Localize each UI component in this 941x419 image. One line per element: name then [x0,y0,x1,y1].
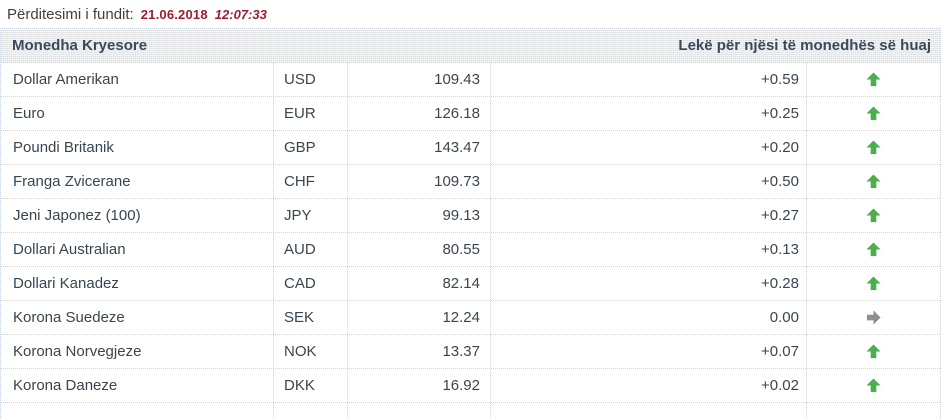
currency-code: USD [273,63,347,96]
currency-change: +0.20 [490,131,806,164]
last-update-date: 21.06.2018 [140,6,208,22]
currency-change: +0.27 [490,199,806,232]
trend-up-icon [866,242,881,257]
trend-cell [806,233,940,266]
currency-row: Dollari Kanadez CAD 82.14 +0.28 [1,267,940,301]
header-main-currencies: Monedha Kryesore [12,37,148,54]
currency-row: Dollari Australian AUD 80.55 +0.13 [1,233,940,267]
currency-row: Euro EUR 126.18 +0.25 [1,97,940,131]
currency-code: GBP [273,131,347,164]
last-update-time: 12:07:33 [214,6,267,22]
currency-code: AUD [273,233,347,266]
currency-name [1,403,273,419]
trend-cell [806,301,940,334]
trend-cell [806,403,940,419]
trend-up-icon [866,276,881,291]
trend-up-icon [866,72,881,87]
currency-rate: 99.13 [347,199,490,232]
currency-change: +0.25 [490,97,806,130]
currency-rate: 80.55 [347,233,490,266]
currency-change: 0.00 [490,301,806,334]
currency-row: Korona Norvegjeze NOK 13.37 +0.07 [1,335,940,369]
currency-name: Euro [13,105,45,122]
rates-table-header: Monedha Kryesore Lekë për njësi të moned… [1,29,940,63]
currency-change: +0.07 [490,335,806,368]
currency-rate: 109.43 [347,63,490,96]
currency-name: Korona Daneze [13,377,118,394]
trend-cell [806,335,940,368]
trend-cell [806,63,940,96]
rates-table-body: Dollar Amerikan USD 109.43 +0.59 Euro EU… [1,63,940,419]
currency-row: Korona Suedeze SEK 12.24 0.00 [1,301,940,335]
currency-name: Jeni Japonez (100) [13,207,141,224]
currency-code: CAD [273,267,347,300]
currency-name: Korona Suedeze [13,309,125,326]
currency-rate: 82.14 [347,267,490,300]
currency-code: DKK [273,369,347,402]
currency-rate [347,403,490,419]
currency-rate: 109.73 [347,165,490,198]
currency-code: JPY [273,199,347,232]
trend-up-icon [866,208,881,223]
trend-flat-icon [866,310,881,325]
trend-up-icon [866,140,881,155]
currency-code: CHF [273,165,347,198]
currency-code [273,403,347,419]
last-update-label: Përditesimi i fundit: [7,5,134,23]
trend-cell [806,199,940,232]
currency-rate: 12.24 [347,301,490,334]
currency-change: +0.28 [490,267,806,300]
currency-row: Jeni Japonez (100) JPY 99.13 +0.27 [1,199,940,233]
trend-cell [806,165,940,198]
currency-name: Korona Norvegjeze [13,343,142,360]
trend-cell [806,369,940,402]
trend-up-icon [866,106,881,121]
currency-change: +0.59 [490,63,806,96]
currency-rate: 126.18 [347,97,490,130]
currency-row-clipped [1,403,940,419]
currency-row: Korona Daneze DKK 16.92 +0.02 [1,369,940,403]
currency-name: Dollari Kanadez [13,275,119,292]
trend-up-icon [866,174,881,189]
currency-name: Poundi Britanik [13,139,114,156]
trend-cell [806,131,940,164]
currency-row: Dollar Amerikan USD 109.43 +0.59 [1,63,940,97]
trend-up-icon [866,378,881,393]
trend-cell [806,267,940,300]
currency-rate: 143.47 [347,131,490,164]
currency-change [490,403,806,419]
currency-name: Franga Zvicerane [13,173,131,190]
currency-row: Franga Zvicerane CHF 109.73 +0.50 [1,165,940,199]
trend-up-icon [866,344,881,359]
currency-change: +0.13 [490,233,806,266]
currency-code: EUR [273,97,347,130]
currency-change: +0.02 [490,369,806,402]
currency-name: Dollar Amerikan [13,71,119,88]
currency-name: Dollari Australian [13,241,126,258]
last-update-line: Përditesimi i fundit: 21.06.2018 12:07:3… [0,0,941,28]
currency-rate: 16.92 [347,369,490,402]
currency-rate: 13.37 [347,335,490,368]
rates-table: Monedha Kryesore Lekë për njësi të moned… [0,28,941,419]
currency-row: Poundi Britanik GBP 143.47 +0.20 [1,131,940,165]
currency-code: NOK [273,335,347,368]
trend-cell [806,97,940,130]
currency-code: SEK [273,301,347,334]
currency-change: +0.50 [490,165,806,198]
header-lek-per-unit: Lekë për njësi të monedhës së huaj [678,37,931,54]
